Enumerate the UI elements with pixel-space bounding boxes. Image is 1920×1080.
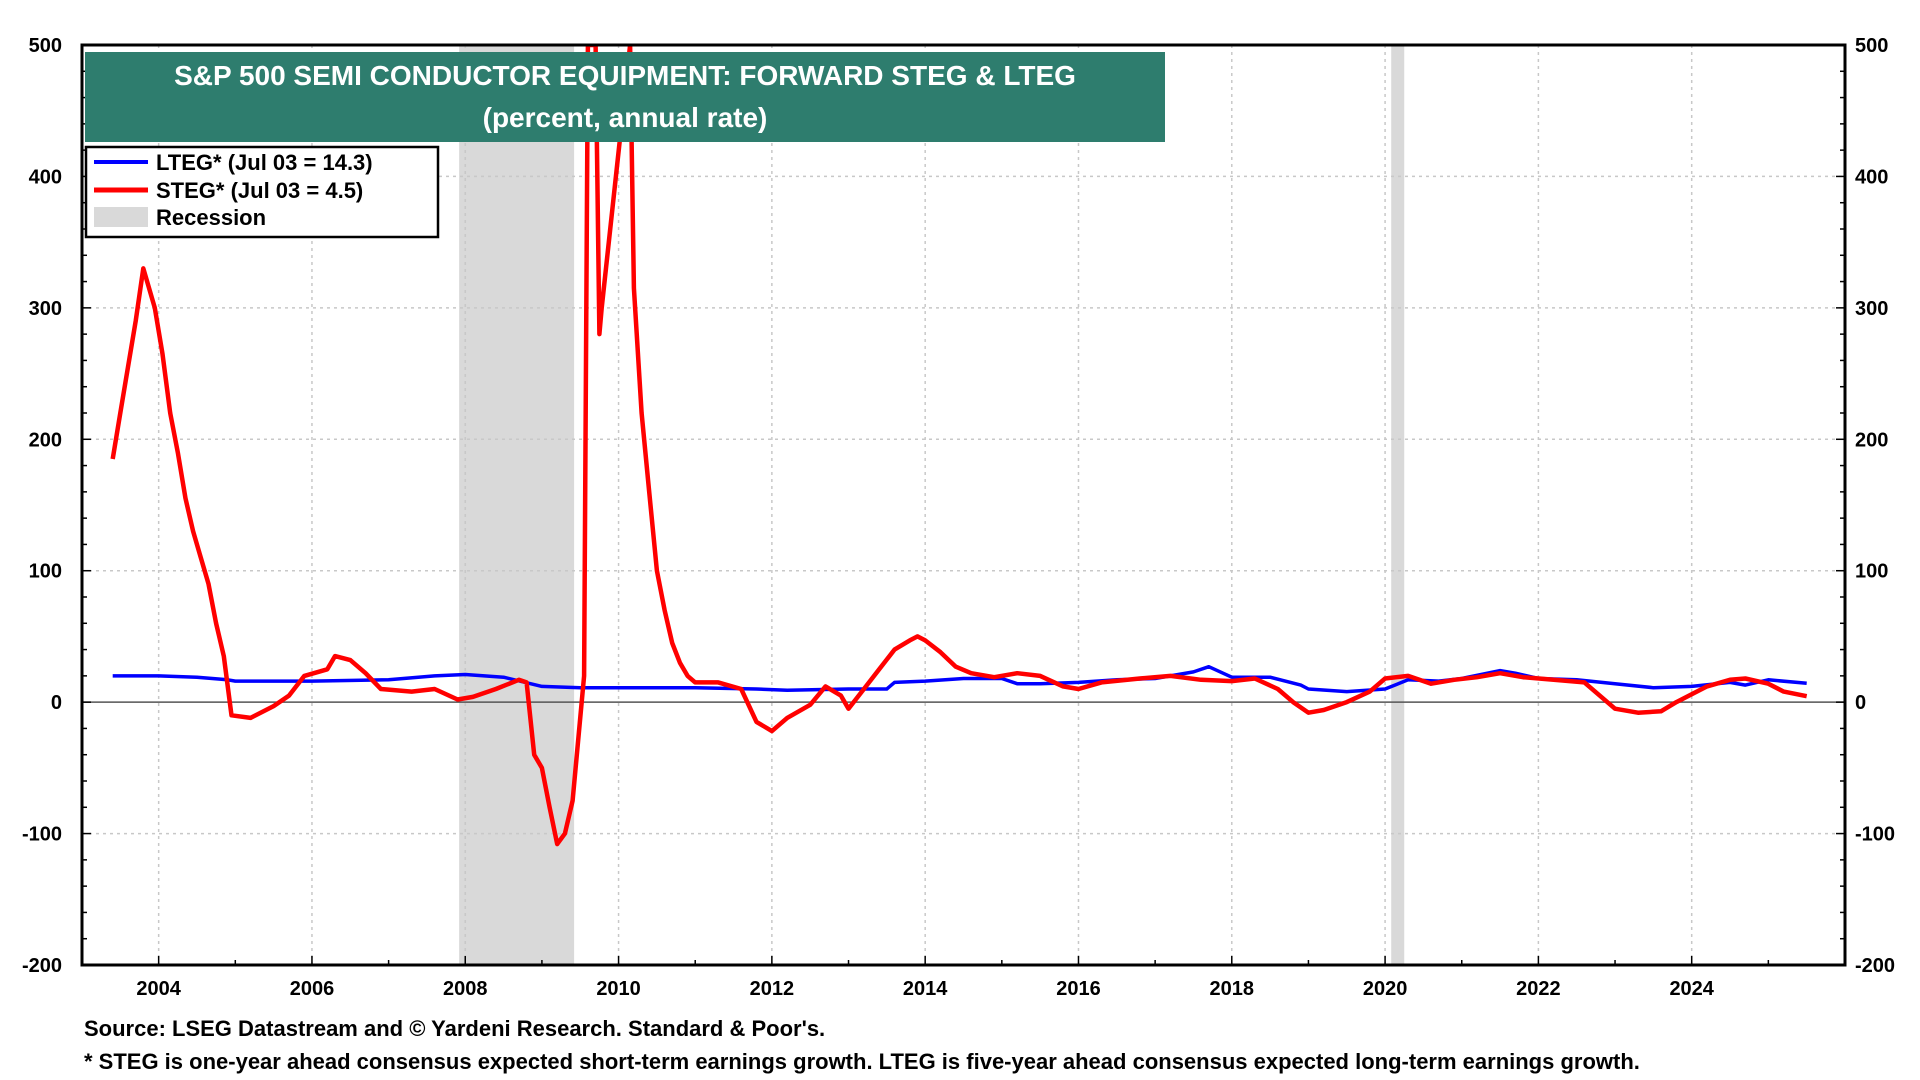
definition-note: * STEG is one-year ahead consensus expec… [84,1049,1640,1074]
y-tick-label-left: 400 [29,166,62,188]
y-tick-label-right: -200 [1855,955,1895,977]
x-tick-label: 2016 [1056,978,1101,1000]
x-tick-label: 2010 [596,978,641,1000]
x-tick-label: 2004 [136,978,181,1000]
x-tick-label: 2018 [1210,978,1255,1000]
y-tick-label-left: 200 [29,429,62,451]
series-line-steg [110,45,1808,847]
legend-swatch-recession [94,207,148,227]
y-axis-right-labels: -200 -100 0 100 200 300 400 500 [1855,35,1895,977]
chart-title: S&P 500 SEMI CONDUCTOR EQUIPMENT: FORWAR… [174,60,1076,91]
x-tick-label: 2014 [903,978,948,1000]
y-tick-label-right: -100 [1855,824,1895,846]
legend-label-lteg: LTEG* (Jul 03 = 14.3) [156,150,373,175]
axis-ticks [81,44,1846,966]
x-tick-label: 2008 [443,978,488,1000]
legend-label-recession: Recession [156,205,266,230]
title-box: S&P 500 SEMI CONDUCTOR EQUIPMENT: FORWAR… [85,52,1165,142]
y-tick-label-left: 0 [51,692,62,714]
y-tick-label-left: 500 [29,35,62,57]
y-tick-label-right: 500 [1855,35,1888,57]
recession-bands [459,45,1405,965]
y-tick-label-left: -200 [22,955,62,977]
x-tick-label: 2006 [290,978,335,1000]
y-tick-label-right: 400 [1855,166,1888,188]
x-tick-label: 2024 [1669,978,1714,1000]
y-tick-label-right: 300 [1855,298,1888,320]
recession-band [1391,45,1405,965]
source-note: Source: LSEG Datastream and © Yardeni Re… [84,1016,826,1041]
x-axis-labels: 2004 2006 2008 2010 2012 2014 2016 2018 2020 2022… [136,978,1714,1000]
recession-band [459,45,575,965]
legend-label-steg: STEG* (Jul 03 = 4.5) [156,178,363,203]
y-tick-label-right: 200 [1855,429,1888,451]
y-tick-label-right: 100 [1855,561,1888,583]
y-tick-label-left: -100 [22,824,62,846]
x-tick-label: 2022 [1516,978,1561,1000]
legend: LTEG* (Jul 03 = 14.3) STEG* (Jul 03 = 4.… [84,145,440,239]
y-tick-label-left: 300 [29,298,62,320]
y-tick-label-right: 0 [1855,692,1866,714]
y-axis-left-labels: -200 -100 0 100 200 300 400 500 [22,35,62,977]
chart-subtitle: (percent, annual rate) [483,102,768,133]
x-tick-label: 2012 [750,978,795,1000]
plot-frame [80,43,1847,967]
series-lines [110,45,1808,847]
x-tick-label: 2020 [1363,978,1408,1000]
y-tick-label-left: 100 [29,561,62,583]
